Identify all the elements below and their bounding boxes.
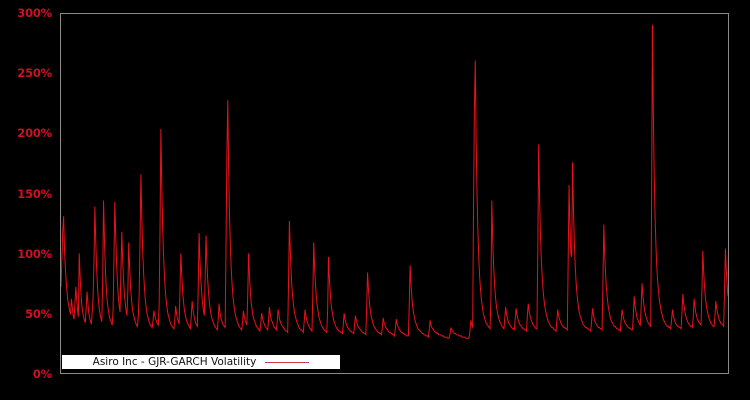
legend-line-sample	[265, 361, 310, 363]
y-tick-label: 100%	[17, 246, 52, 261]
y-tick-label: 150%	[17, 186, 52, 201]
legend-label: Asiro Inc - GJR-GARCH Volatility	[92, 355, 257, 368]
legend: Asiro Inc - GJR-GARCH Volatility	[62, 355, 340, 369]
y-tick-label: 250%	[17, 66, 52, 81]
series-line	[61, 25, 728, 339]
y-tick-label: 50%	[25, 306, 52, 321]
y-tick-label: 200%	[17, 126, 52, 141]
volatility-series	[61, 14, 728, 373]
y-axis: 300% 250% 200% 150% 100% 50% 0%	[0, 0, 60, 400]
y-tick-label: 300%	[17, 6, 52, 20]
y-tick-label: 0%	[32, 367, 52, 381]
plot-area	[60, 13, 729, 374]
